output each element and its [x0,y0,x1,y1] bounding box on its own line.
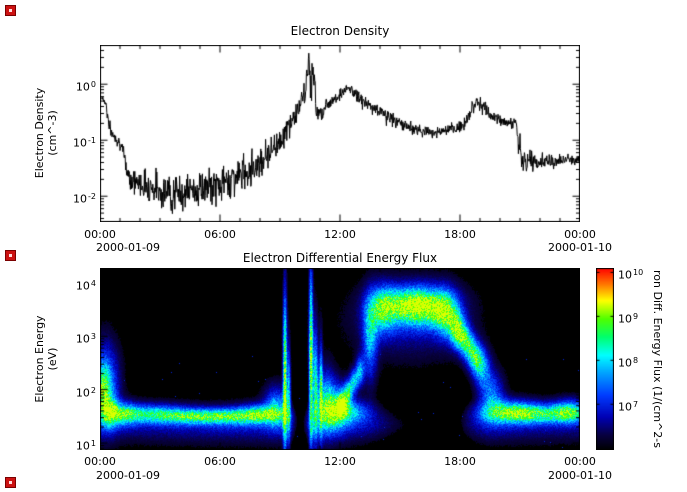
density-y-tick-label: 100 [75,80,96,94]
tick-exponent: 10 [633,268,644,278]
colorbar-tick-label: 1010 [618,268,644,283]
spectrogram-x-tick-label: 18:00 [444,455,476,468]
spectrogram-x-tick-label: 00:00 [84,455,116,468]
spectrogram-title: Electron Differential Energy Flux [242,251,438,265]
electron-energy-flux-spectrogram [100,268,580,450]
spectrogram-y-tick-label: 104 [75,278,96,293]
tick-exponent: 7 [633,400,639,410]
tick-exponent: -2 [88,192,96,202]
spectrogram-x-tick-label: 00:00 [564,455,596,468]
density-x-tick-label: 12:00 [324,228,356,241]
tick-exponent: 8 [633,356,639,366]
spectrogram-y-tick-label: 102 [75,385,96,400]
density-x-date-right: 2000-01-10 [548,241,612,254]
spectrogram-x-date-left: 2000-01-09 [96,469,160,482]
tick-exponent: -1 [88,136,96,146]
tick-exponent: 1 [90,439,96,449]
density-x-tick-label: 06:00 [204,228,236,241]
tick-exponent: 0 [90,80,96,90]
density-y-tick-label: 10-1 [73,136,96,150]
density-x-tick-label: 18:00 [444,228,476,241]
electron-density-line-plot [100,45,580,222]
red-window-marker-icon [5,250,16,261]
density-plot-title: Electron Density [290,24,390,38]
spectrogram-y-tick-label: 101 [75,439,96,453]
spectrogram-x-tick-label: 12:00 [324,455,356,468]
tick-exponent: 9 [633,312,639,322]
density-y-tick-label: 10-2 [73,192,96,206]
density-x-date-left: 2000-01-09 [96,241,160,254]
density-x-tick-label: 00:00 [564,228,596,241]
spectrogram-y-tick-label: 103 [75,332,96,346]
tick-exponent: 2 [90,385,96,395]
tick-exponent: 3 [90,332,96,342]
red-window-marker-icon [5,5,16,16]
colorbar-tick-label: 109 [618,312,639,326]
flux-colorbar [596,268,614,450]
colorbar-tick-label: 107 [618,400,639,414]
colorbar-tick-label: 108 [618,356,639,370]
tick-exponent: 4 [90,278,96,288]
spectrogram-x-date-right: 2000-01-10 [548,469,612,482]
red-window-marker-icon [5,477,16,488]
density-x-tick-label: 00:00 [84,228,116,241]
spectrogram-x-tick-label: 06:00 [204,455,236,468]
